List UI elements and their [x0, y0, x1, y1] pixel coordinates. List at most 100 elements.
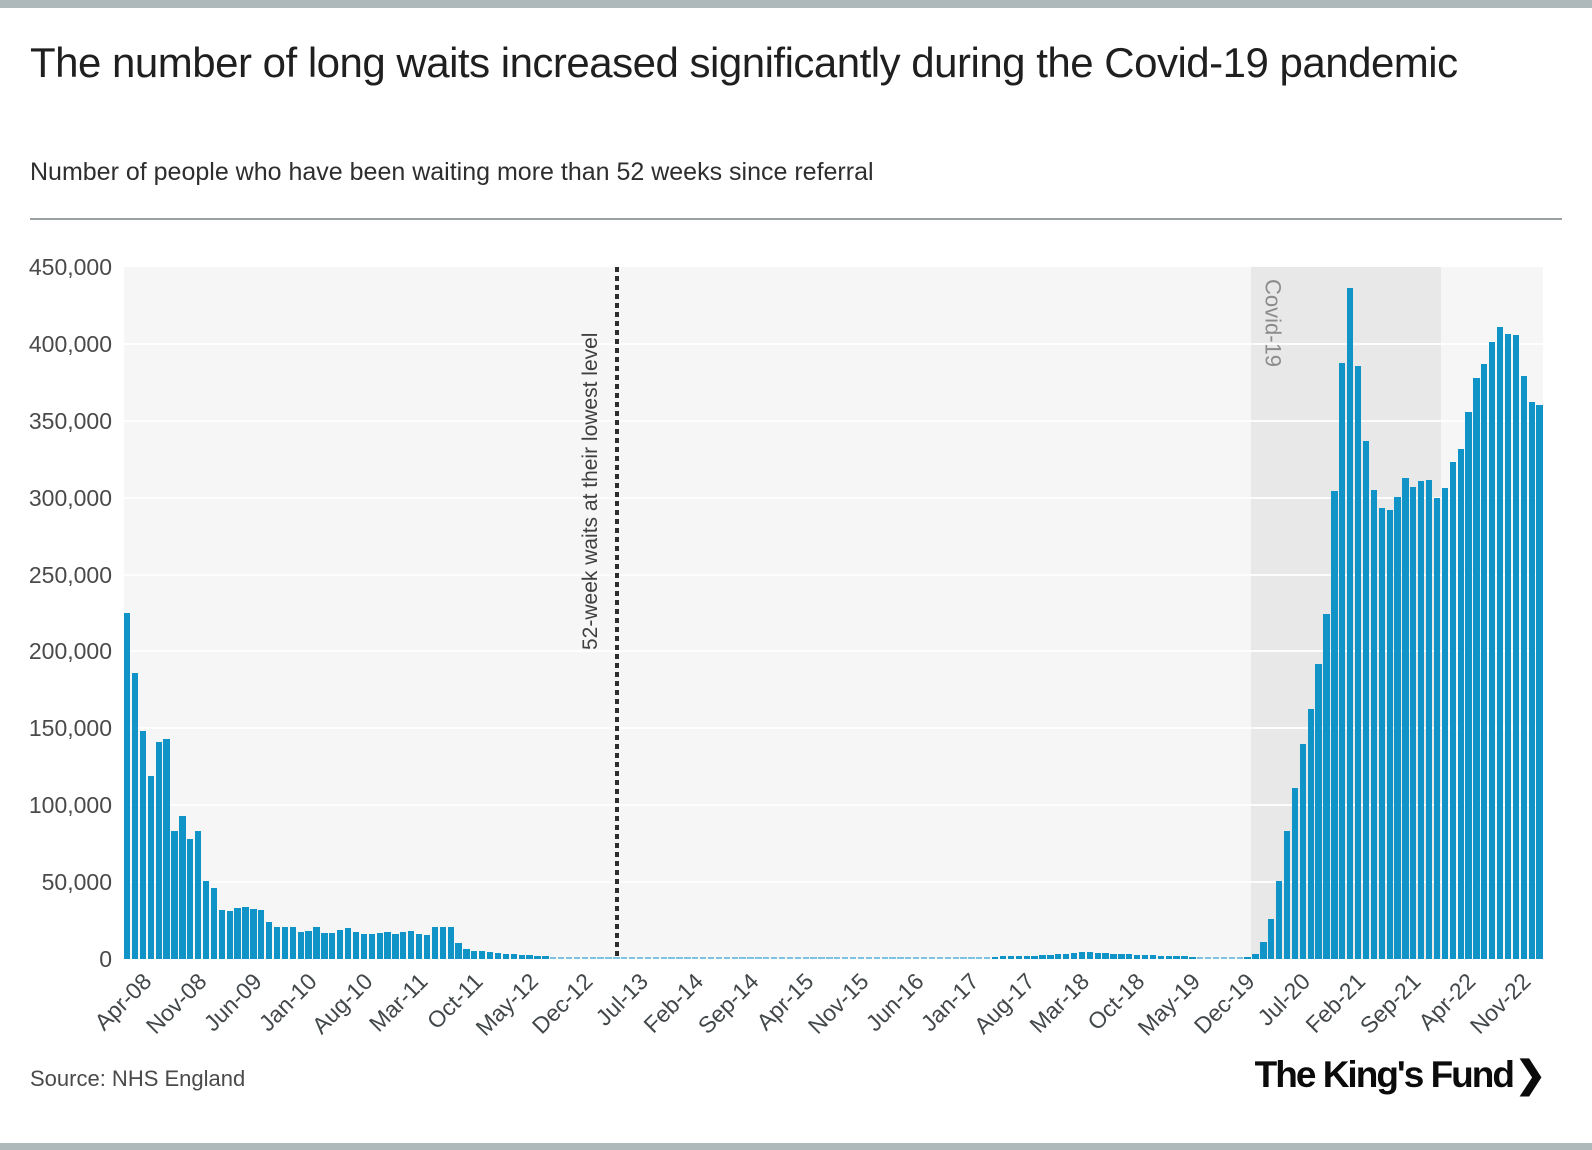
bar-Jun-10: [329, 932, 336, 959]
bar-May-10: [321, 932, 328, 959]
bar-Mar-20: [1252, 954, 1259, 959]
bar-Mar-19: [1157, 955, 1164, 959]
bar-Jun-22: [1465, 411, 1472, 959]
top-accent-bar: [0, 0, 1592, 8]
bar-Dec-17: [1039, 955, 1046, 959]
bar-Jul-11: [431, 927, 439, 959]
bar-Jan-15: [763, 957, 770, 959]
bar-Jan-19: [1141, 955, 1149, 959]
bar-Aug-20: [1291, 788, 1299, 959]
bar-Oct-17: [1023, 955, 1030, 959]
bar-Nov-14: [747, 957, 754, 959]
bar-Jun-14: [707, 957, 715, 959]
bar-Dec-20: [1323, 614, 1330, 959]
lowest-level-dotted-line: [614, 267, 619, 959]
bar-Dec-13: [660, 957, 667, 959]
bar-Jan-17: [952, 957, 959, 959]
covid-band-label: Covid-19: [1260, 279, 1286, 368]
x-tick-label: Aug-17: [968, 968, 1040, 1039]
bar-Oct-13: [644, 957, 652, 959]
bar-May-16: [889, 957, 896, 959]
bar-Mar-23: [1536, 405, 1543, 959]
bar-Nov-12: [557, 957, 565, 959]
bar-Jan-20: [1236, 957, 1243, 959]
header-divider: [30, 218, 1562, 220]
page-title: The number of long waits increased signi…: [30, 39, 1458, 86]
bar-Jun-21: [1370, 490, 1378, 959]
bar-Feb-14: [676, 957, 683, 959]
bottom-accent-bar: [0, 1143, 1592, 1150]
bar-May-12: [510, 954, 517, 959]
y-tick-label: 300,000: [28, 484, 112, 511]
bar-Mar-11: [400, 932, 407, 959]
bar-May-17: [984, 957, 991, 959]
bar-Jul-09: [242, 906, 249, 959]
bar-Sep-19: [1205, 957, 1212, 959]
bar-Oct-20: [1307, 708, 1314, 959]
bar-Mar-09: [210, 888, 218, 959]
bar-Feb-20: [1244, 956, 1251, 959]
bar-Oct-12: [550, 957, 557, 959]
bar-May-15: [794, 957, 801, 959]
x-tick-label: Nov-15: [802, 968, 874, 1039]
bar-Feb-16: [865, 957, 873, 959]
bar-Dec-10: [376, 932, 383, 959]
y-tick-label: 150,000: [28, 715, 112, 742]
bar-series: [124, 267, 1543, 959]
gridline: [124, 804, 1543, 807]
bar-Oct-14: [739, 957, 746, 959]
bar-Apr-22: [1449, 462, 1456, 959]
bar-Apr-16: [881, 957, 888, 959]
bar-Apr-10: [313, 927, 320, 959]
bar-Jan-11: [384, 932, 391, 959]
bar-Nov-20: [1315, 663, 1322, 959]
bar-Apr-18: [1070, 952, 1078, 959]
bar-Aug-11: [439, 926, 446, 959]
bar-Sep-22: [1489, 341, 1496, 959]
bar-Jun-18: [1086, 952, 1093, 959]
bar-Apr-11: [408, 931, 415, 959]
x-tick-label: Mar-11: [363, 968, 433, 1037]
bar-Nov-17: [1031, 955, 1038, 959]
bar-Jul-12: [526, 955, 533, 959]
x-tick-label: Dec-12: [526, 968, 598, 1039]
x-tick-label: Feb-14: [638, 968, 709, 1038]
bar-Jul-15: [810, 957, 817, 959]
gridline: [124, 342, 1543, 345]
bar-Nov-11: [463, 949, 470, 959]
bar-Oct-18: [1118, 954, 1125, 959]
bar-Sep-12: [542, 956, 549, 959]
bar-Jan-21: [1331, 491, 1338, 959]
bar-Jan-09: [195, 831, 202, 959]
bar-Jul-18: [1094, 952, 1101, 959]
bar-Jun-09: [234, 908, 241, 959]
bar-Feb-09: [202, 880, 210, 959]
bar-Mar-13: [589, 957, 596, 959]
bar-Apr-12: [502, 953, 510, 959]
bar-Sep-16: [920, 957, 928, 959]
lowest-level-annotation: 52-week waits at their lowest level: [578, 332, 602, 650]
bar-Jul-22: [1473, 378, 1480, 959]
bar-Jun-20: [1276, 881, 1283, 959]
bar-Sep-13: [636, 957, 644, 959]
bar-Dec-19: [1228, 957, 1235, 959]
x-tick-label: Aug-10: [306, 968, 378, 1039]
y-tick-label: 200,000: [28, 638, 112, 665]
bar-Oct-09: [266, 922, 273, 959]
bar-chart-plot-area: Covid-19 52-week waits at their lowest l…: [124, 267, 1543, 959]
chevron-right-icon: ❯: [1514, 1054, 1546, 1095]
bar-Jan-14: [668, 957, 675, 959]
bar-Jun-19: [1181, 956, 1188, 959]
x-tick-label: Mar-18: [1024, 968, 1095, 1038]
bar-May-21: [1362, 441, 1370, 959]
bar-Oct-10: [360, 934, 368, 959]
gridline: [124, 727, 1543, 730]
bar-Mar-14: [684, 957, 691, 959]
chart-subtitle: Number of people who have been waiting m…: [30, 158, 874, 186]
bar-Oct-08: [171, 831, 178, 959]
x-tick-label: Jun-09: [198, 968, 267, 1037]
y-tick-label: 50,000: [41, 869, 112, 896]
bar-Aug-19: [1197, 957, 1204, 959]
bar-Oct-11: [455, 942, 462, 959]
bar-Nov-10: [368, 933, 375, 959]
